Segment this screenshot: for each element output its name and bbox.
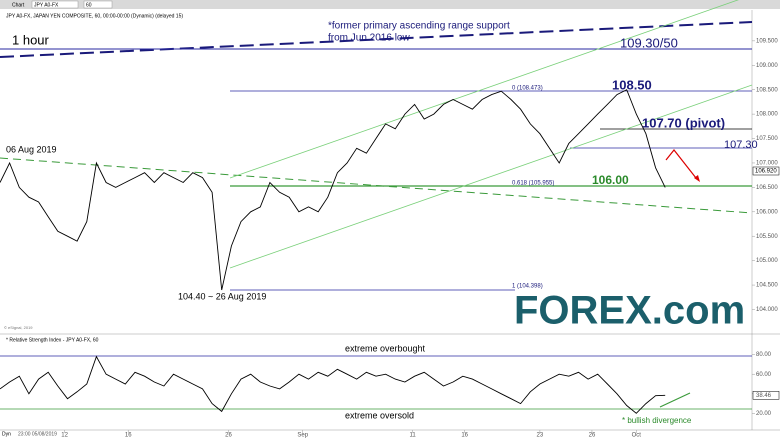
- tab[interactable]: Chart: [12, 2, 25, 8]
- toolbar: [0, 0, 780, 9]
- y-tick-label: 20.00: [756, 411, 772, 417]
- channel-line: [229, 0, 739, 179]
- divergence-line: [659, 392, 691, 408]
- last-price-box: [752, 166, 780, 176]
- annotation: from Jun 2016 low: [328, 33, 410, 44]
- y-tick-label: 106.500: [756, 185, 778, 191]
- x-tick-label: 16: [125, 433, 132, 439]
- last-value-box: [752, 391, 780, 400]
- last-value: 38.46: [756, 393, 772, 399]
- annotation: extreme overbought: [345, 343, 426, 353]
- y-tick-label: 105.000: [756, 258, 778, 264]
- y-tick-label: 107.500: [756, 136, 778, 142]
- x-tick-label: Oct: [632, 433, 642, 439]
- fib-label: 0.618 (105.955): [512, 181, 554, 187]
- y-tick-label: 107.000: [756, 161, 778, 167]
- chart-title: JPY A0-FX, JAPAN YEN COMPOSITE, 60, 00:0…: [6, 13, 183, 19]
- arrow-head: [694, 175, 700, 182]
- fib-label: 0 (108.473): [512, 86, 543, 92]
- y-tick-label: 109.000: [756, 63, 778, 69]
- y-tick-label: 109.500: [756, 38, 778, 44]
- x-tick-label: 26: [589, 433, 596, 439]
- x-tick-label: 12: [61, 433, 68, 439]
- level-label: 107.70 (pivot): [642, 115, 725, 130]
- timeframe: 1 hour: [12, 32, 50, 47]
- symbol[interactable]: JPY A0-FX: [34, 2, 59, 8]
- interval-box[interactable]: [83, 0, 113, 9]
- x-tick-label: 23: [537, 433, 544, 439]
- y-tick-label: 60.00: [756, 372, 772, 378]
- level-label: 106.00: [592, 173, 629, 187]
- symbol-box[interactable]: [31, 0, 79, 9]
- rsi-title: * Relative Strength Index - JPY A0-FX, 6…: [6, 337, 99, 343]
- logo: FOREX.com: [514, 289, 745, 333]
- x-tick-label: Sep: [297, 433, 308, 439]
- footer-date: 23:00 05/08/2019: [18, 431, 57, 437]
- annotation: extreme oversold: [345, 410, 414, 420]
- annotation: 104.40 ~ 26 Aug 2019: [178, 291, 266, 301]
- x-tick-label: 16: [461, 433, 468, 439]
- price-line: [0, 355, 666, 414]
- fib-label: 1 (104.398): [512, 284, 543, 290]
- annotation: *former primary ascending range support: [328, 21, 510, 32]
- price-line: [0, 89, 666, 291]
- y-tick-label: 106.000: [756, 209, 778, 215]
- copyright: © eSignal, 2019: [4, 325, 33, 330]
- last-price: 106.920: [755, 169, 777, 175]
- annotation: * bullish divergence: [622, 416, 692, 425]
- y-tick-label: 108.000: [756, 112, 778, 118]
- interval[interactable]: 60: [86, 2, 92, 8]
- y-tick-label: 104.000: [756, 307, 778, 313]
- level-label: 109.30/50: [620, 35, 678, 50]
- channel-line: [229, 84, 753, 269]
- level-label: 107.30: [724, 139, 758, 151]
- x-tick-label: 11: [410, 433, 417, 439]
- projection-arrow: [665, 149, 697, 179]
- footer-mode: Dyn: [2, 431, 11, 437]
- trend-line: [0, 157, 753, 214]
- y-tick-label: 80.00: [756, 352, 772, 358]
- x-tick-label: 26: [225, 433, 232, 439]
- annotation: 06 Aug 2019: [6, 144, 57, 154]
- y-tick-label: 104.500: [756, 283, 778, 289]
- level-label: 108.50: [612, 77, 652, 92]
- trend-line: [0, 21, 753, 58]
- y-tick-label: 105.500: [756, 234, 778, 240]
- y-tick-label: 108.500: [756, 87, 778, 93]
